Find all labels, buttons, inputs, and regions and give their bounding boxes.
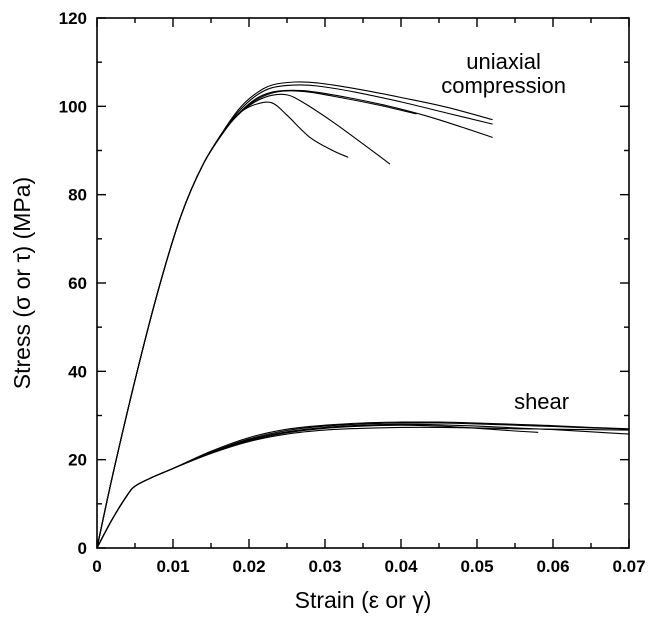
annotation-label: shear	[514, 389, 569, 414]
x-tick-label: 0.06	[536, 557, 569, 576]
x-tick-label: 0.03	[308, 557, 341, 576]
shear-curve-9	[96, 421, 630, 549]
x-tick-label: 0.02	[232, 557, 265, 576]
y-axis-title: Stress (σ or τ) (MPa)	[9, 177, 35, 389]
x-tick-label: 0	[92, 557, 101, 576]
shear-curve-8	[96, 422, 630, 549]
y-tick-label: 60	[68, 274, 87, 293]
y-tick-label: 0	[78, 539, 87, 558]
annotation-label: uniaxial	[466, 49, 541, 74]
y-tick-label: 80	[68, 186, 87, 205]
y-tick-label: 20	[68, 451, 87, 470]
compression-curve-2	[96, 93, 391, 549]
compression-curve-1	[96, 101, 349, 549]
tick-labels: 0 0.01 0.02 0.03 0.04 0.05 0.06 0.07 0 20 40 60 80 10…	[59, 9, 646, 576]
curves	[96, 81, 630, 549]
x-tick-label: 0.01	[156, 557, 189, 576]
annotation-label: compression	[441, 73, 566, 98]
shear-curve-10	[96, 423, 630, 549]
tick-marks	[96, 17, 630, 549]
compression-curve-3	[96, 90, 417, 549]
compression-curve-5	[96, 84, 493, 549]
x-tick-label: 0.05	[460, 557, 493, 576]
x-axis-title: Strain (ε or γ)	[295, 587, 432, 613]
x-tick-label: 0.04	[384, 557, 418, 576]
compression-curve-6	[96, 81, 493, 549]
y-tick-label: 100	[59, 97, 87, 116]
shear-curve-7	[96, 424, 539, 549]
y-tick-label: 40	[68, 362, 87, 381]
shear-curve-11	[96, 426, 630, 549]
compression-curve-4	[96, 89, 493, 549]
y-tick-label: 120	[59, 9, 87, 28]
x-tick-label: 0.07	[612, 557, 645, 576]
